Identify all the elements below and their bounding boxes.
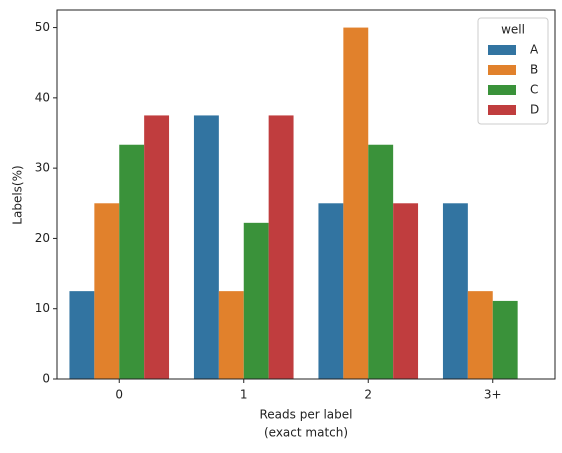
y-tick-label: 30 (35, 161, 50, 175)
x-axis-label: (exact match) (264, 426, 348, 440)
legend-title: well (501, 23, 525, 37)
legend-label: B (530, 63, 538, 77)
bar (218, 291, 244, 379)
y-tick-label: 10 (35, 301, 50, 315)
x-tick-label: 0 (115, 388, 123, 402)
legend-label: C (530, 83, 538, 97)
y-axis-label: Labels(%) (11, 165, 25, 224)
x-axis-label: Reads per label (260, 408, 353, 422)
bar (393, 203, 419, 379)
legend-label: A (530, 43, 539, 57)
bar (442, 203, 468, 379)
x-tick-label: 1 (240, 388, 248, 402)
y-tick-label: 20 (35, 231, 50, 245)
legend-swatch (488, 85, 516, 95)
bar (492, 300, 518, 379)
bar (467, 291, 493, 379)
y-tick-label: 0 (42, 372, 50, 386)
x-tick-label: 3+ (484, 388, 502, 402)
bar (343, 27, 369, 379)
bar (144, 115, 170, 379)
bar (193, 115, 219, 379)
legend-swatch (488, 45, 516, 55)
y-tick-label: 50 (35, 20, 50, 34)
legend-swatch (488, 105, 516, 115)
bar (368, 144, 394, 379)
x-tick-label: 2 (364, 388, 372, 402)
plot-frame (56, 9, 556, 380)
legend-label: D (530, 103, 539, 117)
legend-swatch (488, 65, 516, 75)
bar (94, 203, 120, 379)
y-tick-label: 40 (35, 90, 50, 104)
bar (69, 291, 95, 379)
bar (119, 144, 145, 379)
bar (268, 115, 294, 379)
bar (243, 222, 269, 379)
bar (318, 203, 344, 379)
